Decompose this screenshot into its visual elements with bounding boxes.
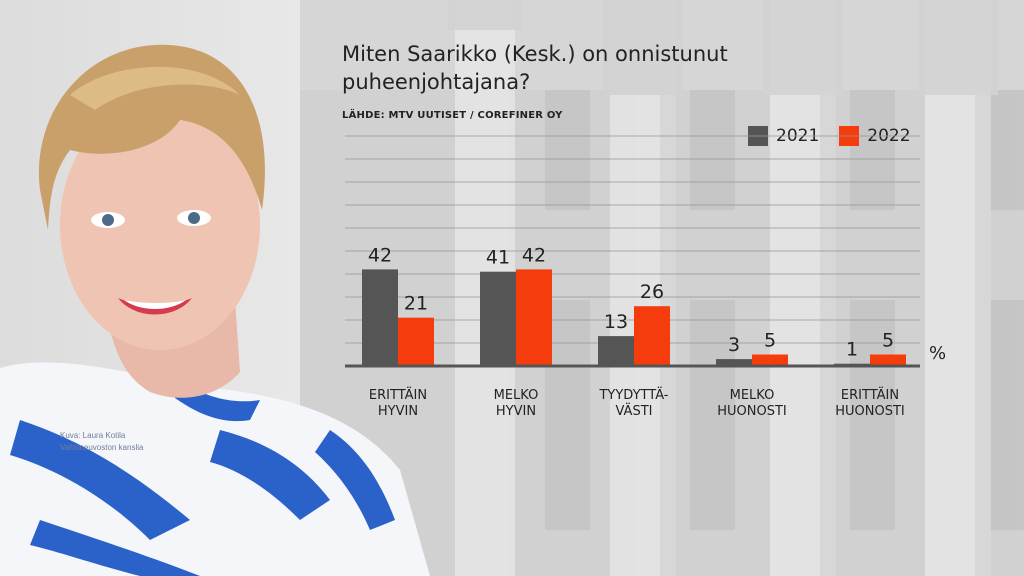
bar-2022-3 [752,354,788,366]
data-label: 5 [882,330,894,352]
data-label: 3 [728,334,740,356]
bar-2021-3 [716,359,752,366]
data-label: 42 [522,244,546,266]
data-label: 42 [368,244,392,266]
category-label: HUONOSTI [717,404,787,419]
bar-2022-2 [634,306,670,366]
photo-credit: Kuva: Laura Kotila Valtioneuvoston kansl… [60,430,143,454]
photo-credit-line: Valtioneuvoston kanslia [60,443,144,452]
category-label: TYYDYTTÄ- [598,387,668,403]
category-label: ERITTÄIN [369,387,427,403]
chart-title: Miten Saarikko (Kesk.) on onnistunut puh… [342,42,728,94]
bar-2021-0 [362,269,398,366]
unit-label: % [929,343,946,364]
bar-2021-1 [480,271,516,366]
category-label: HUONOSTI [835,404,905,419]
bar-2022-0 [398,317,434,366]
category-label: MELKO [494,388,539,403]
bar-2022-1 [516,269,552,366]
data-label: 1 [846,339,858,361]
bar-2022-4 [870,354,906,366]
bar-2021-2 [598,336,634,366]
data-label: 41 [486,247,510,269]
category-label: HYVIN [378,404,418,419]
data-label: 21 [404,293,428,315]
photo-credit-line: Kuva: Laura Kotila [60,431,126,440]
category-label: HYVIN [496,404,536,419]
data-label: 26 [640,281,664,303]
category-label: ERITTÄIN [841,387,899,403]
data-label: 5 [764,330,776,352]
portrait [0,44,430,576]
chart-source: LÄHDE: MTV UUTISET / COREFINER OY [342,110,563,121]
category-label: MELKO [730,388,775,403]
category-label: VÄSTI [616,403,653,419]
data-label: 13 [604,311,628,333]
